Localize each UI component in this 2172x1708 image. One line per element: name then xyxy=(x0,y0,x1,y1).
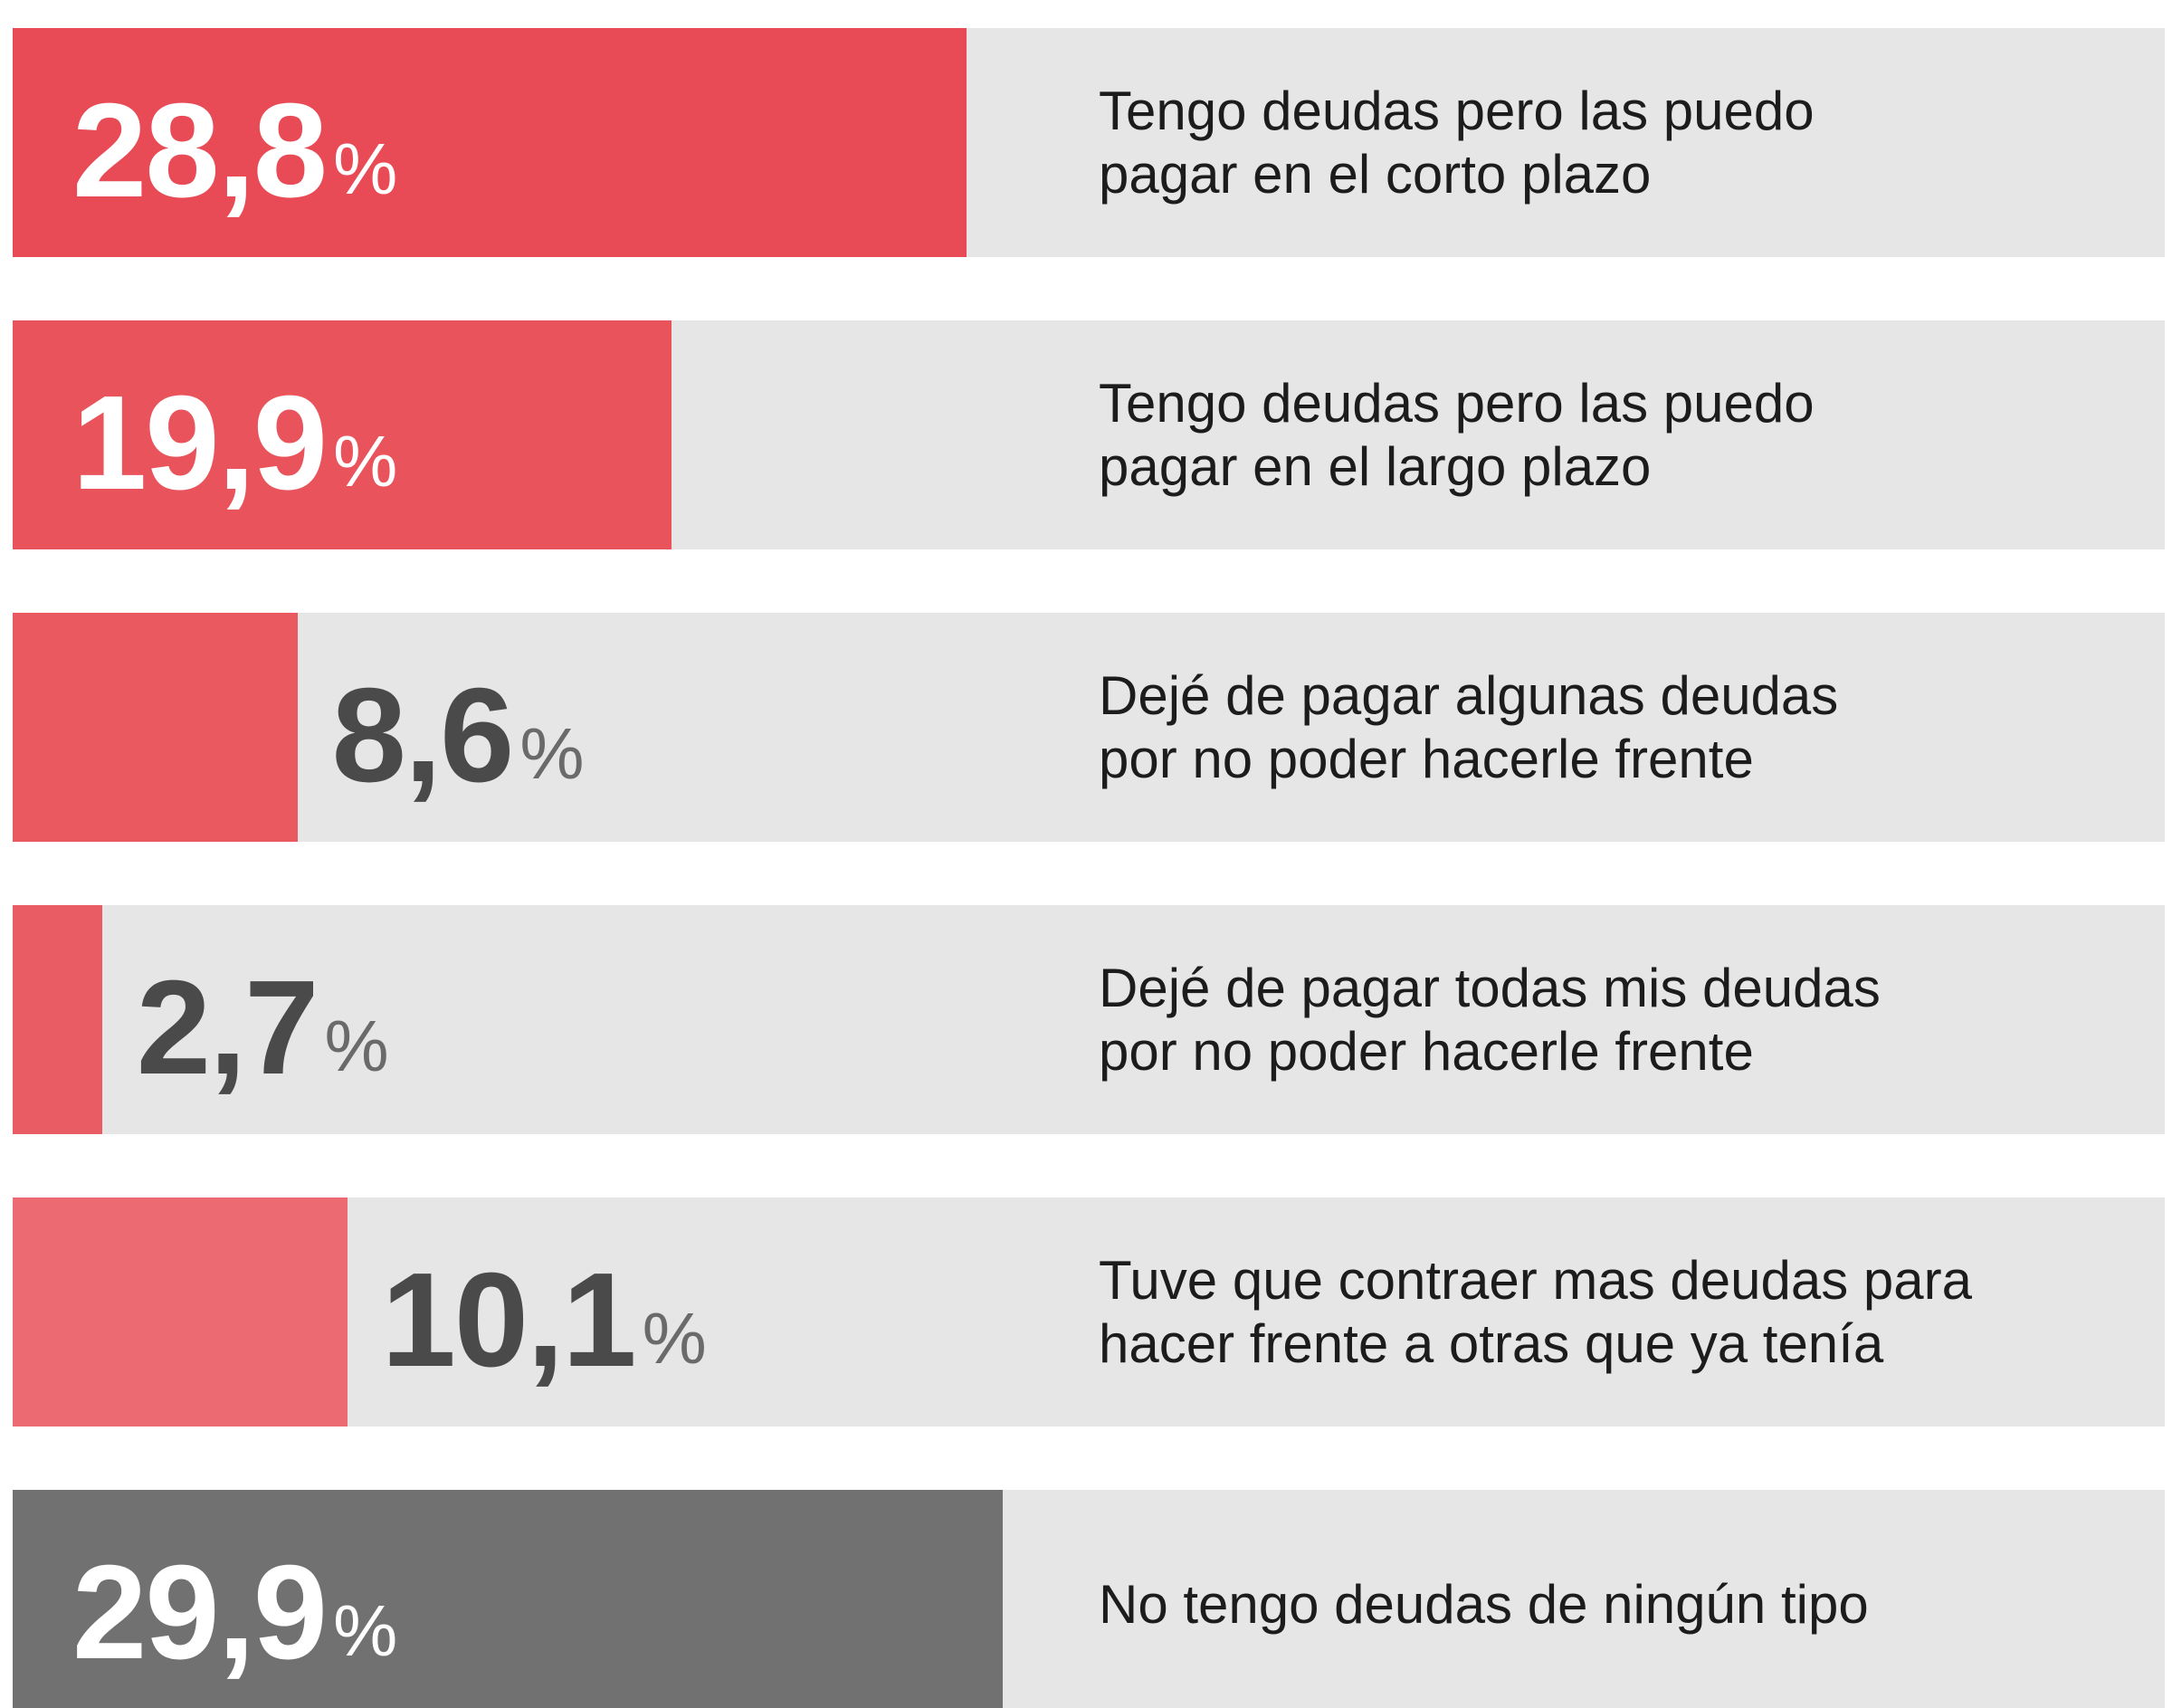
value-label: 19,9% xyxy=(72,320,397,549)
category-label: Tuve que contraer mas deudas para hacer … xyxy=(1099,1249,1973,1374)
category-label: Dejé de pagar algunas deudas por no pode… xyxy=(1099,664,1839,789)
bar-track: 28,8% Tengo deudas pero las puedo pagar e… xyxy=(13,28,2165,257)
bar-track: 2,7% Dejé de pagar todas mis deudas por n… xyxy=(13,905,2165,1134)
value-number: 28,8 xyxy=(72,75,328,225)
value-number: 8,6 xyxy=(331,660,515,810)
value-unit: % xyxy=(333,128,398,209)
value-label: 28,8% xyxy=(72,28,397,257)
category-label: Tengo deudas pero las puedo pagar en el … xyxy=(1099,372,1815,497)
value-number: 19,9 xyxy=(72,367,328,518)
bar xyxy=(13,1198,348,1427)
bar-track: 10,1% Tuve que contraer mas deudas para h… xyxy=(13,1198,2165,1427)
value-unit: % xyxy=(519,712,585,794)
bar xyxy=(13,28,967,257)
category-label: Tengo deudas pero las puedo pagar en el … xyxy=(1099,80,1815,205)
bar xyxy=(13,613,298,842)
value-unit: % xyxy=(642,1297,707,1379)
bar xyxy=(13,905,102,1134)
bar xyxy=(13,320,672,549)
value-number: 10,1 xyxy=(381,1245,637,1395)
value-label: 2,7% xyxy=(137,905,389,1134)
value-label: 29,9% xyxy=(72,1490,397,1708)
value-number: 29,9 xyxy=(72,1537,328,1687)
bar-track: 8,6% Dejé de pagar algunas deudas por no … xyxy=(13,613,2165,842)
value-label: 10,1% xyxy=(382,1198,707,1427)
value-unit: % xyxy=(333,1589,398,1671)
value-number: 2,7 xyxy=(136,952,319,1102)
category-label: No tengo deudas de ningún tipo xyxy=(1099,1573,1869,1635)
value-unit: % xyxy=(324,1005,389,1086)
value-label: 8,6% xyxy=(332,613,585,842)
category-label: Dejé de pagar todas mis deudas por no po… xyxy=(1099,957,1881,1082)
bar-track: 29,9% No tengo deudas de ningún tipo xyxy=(13,1490,2165,1708)
bar xyxy=(13,1490,1003,1708)
bar-track: 19,9% Tengo deudas pero las puedo pagar e… xyxy=(13,320,2165,549)
value-unit: % xyxy=(333,420,398,501)
